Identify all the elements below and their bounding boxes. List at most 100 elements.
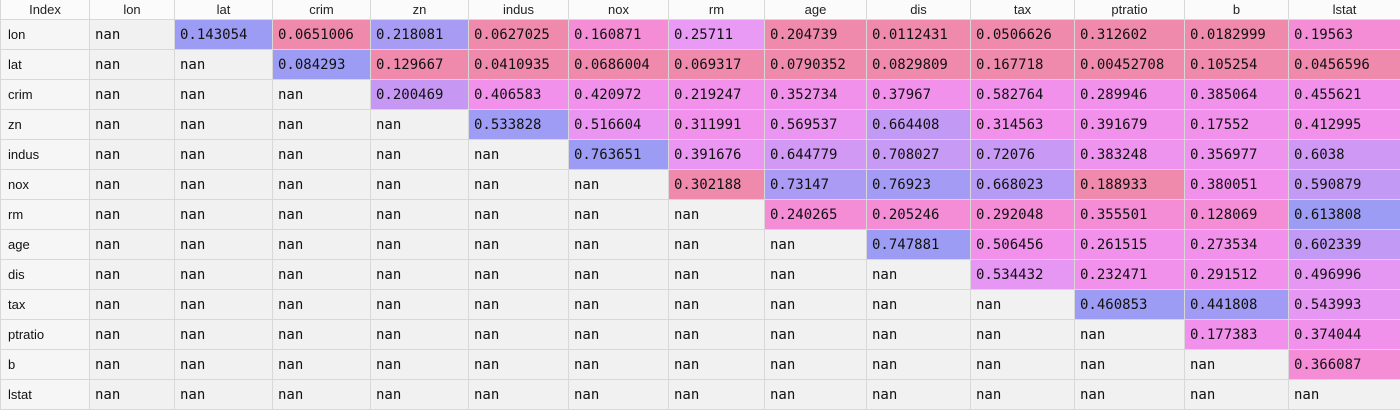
- table-cell[interactable]: 0.763651: [568, 139, 669, 170]
- table-cell[interactable]: nan: [668, 319, 765, 350]
- table-cell[interactable]: 0.441808: [1184, 289, 1289, 320]
- table-cell[interactable]: nan: [370, 229, 469, 260]
- table-cell[interactable]: 0.582764: [970, 79, 1075, 110]
- table-cell[interactable]: nan: [174, 109, 273, 140]
- table-cell[interactable]: 0.352734: [764, 79, 867, 110]
- table-cell[interactable]: nan: [272, 139, 371, 170]
- table-cell[interactable]: nan: [89, 109, 175, 140]
- table-cell[interactable]: nan: [272, 229, 371, 260]
- table-cell[interactable]: 0.374044: [1288, 319, 1400, 350]
- table-cell[interactable]: 0.0456596: [1288, 49, 1400, 80]
- table-cell[interactable]: 0.496996: [1288, 259, 1400, 290]
- table-cell[interactable]: nan: [89, 289, 175, 320]
- row-header-lat[interactable]: lat: [0, 49, 90, 80]
- table-cell[interactable]: nan: [1184, 349, 1289, 380]
- row-header-b[interactable]: b: [0, 349, 90, 380]
- table-cell[interactable]: 0.664408: [866, 109, 971, 140]
- column-header-indus[interactable]: indus: [468, 0, 569, 20]
- table-cell[interactable]: nan: [970, 379, 1075, 410]
- table-cell[interactable]: nan: [174, 229, 273, 260]
- table-cell[interactable]: 0.0790352: [764, 49, 867, 80]
- table-cell[interactable]: 0.129667: [370, 49, 469, 80]
- table-cell[interactable]: 0.380051: [1184, 169, 1289, 200]
- table-cell[interactable]: 0.17552: [1184, 109, 1289, 140]
- table-cell[interactable]: nan: [370, 259, 469, 290]
- table-cell[interactable]: nan: [272, 379, 371, 410]
- table-cell[interactable]: 0.668023: [970, 169, 1075, 200]
- table-cell[interactable]: nan: [468, 259, 569, 290]
- table-cell[interactable]: 0.312602: [1074, 19, 1185, 50]
- table-cell[interactable]: 0.291512: [1184, 259, 1289, 290]
- table-cell[interactable]: nan: [568, 169, 669, 200]
- table-cell[interactable]: nan: [568, 259, 669, 290]
- table-cell[interactable]: nan: [89, 79, 175, 110]
- table-cell[interactable]: nan: [1184, 379, 1289, 410]
- table-cell[interactable]: 0.420972: [568, 79, 669, 110]
- table-cell[interactable]: nan: [370, 169, 469, 200]
- table-cell[interactable]: 0.356977: [1184, 139, 1289, 170]
- column-header-lstat[interactable]: lstat: [1288, 0, 1400, 20]
- table-cell[interactable]: nan: [89, 259, 175, 290]
- table-cell[interactable]: nan: [468, 379, 569, 410]
- table-cell[interactable]: 0.366087: [1288, 349, 1400, 380]
- table-cell[interactable]: nan: [568, 229, 669, 260]
- table-cell[interactable]: nan: [272, 109, 371, 140]
- row-header-ptratio[interactable]: ptratio: [0, 319, 90, 350]
- table-cell[interactable]: 0.0506626: [970, 19, 1075, 50]
- column-header-b[interactable]: b: [1184, 0, 1289, 20]
- table-cell[interactable]: nan: [764, 349, 867, 380]
- table-cell[interactable]: 0.0651006: [272, 19, 371, 50]
- table-cell[interactable]: nan: [272, 349, 371, 380]
- table-cell[interactable]: nan: [468, 169, 569, 200]
- table-cell[interactable]: nan: [174, 259, 273, 290]
- column-header-tax[interactable]: tax: [970, 0, 1075, 20]
- table-cell[interactable]: 0.128069: [1184, 199, 1289, 230]
- table-cell[interactable]: nan: [468, 289, 569, 320]
- table-cell[interactable]: nan: [174, 199, 273, 230]
- column-header-crim[interactable]: crim: [272, 0, 371, 20]
- table-cell[interactable]: nan: [174, 139, 273, 170]
- table-cell[interactable]: nan: [668, 289, 765, 320]
- table-cell[interactable]: 0.534432: [970, 259, 1075, 290]
- table-cell[interactable]: nan: [468, 199, 569, 230]
- table-cell[interactable]: nan: [89, 319, 175, 350]
- table-cell[interactable]: 0.37967: [866, 79, 971, 110]
- table-cell[interactable]: nan: [89, 199, 175, 230]
- table-cell[interactable]: 0.167718: [970, 49, 1075, 80]
- table-cell[interactable]: nan: [866, 319, 971, 350]
- table-cell[interactable]: nan: [568, 379, 669, 410]
- table-cell[interactable]: 0.543993: [1288, 289, 1400, 320]
- table-cell[interactable]: 0.218081: [370, 19, 469, 50]
- table-cell[interactable]: nan: [970, 319, 1075, 350]
- table-cell[interactable]: nan: [272, 79, 371, 110]
- table-cell[interactable]: 0.0686004: [568, 49, 669, 80]
- table-cell[interactable]: 0.644779: [764, 139, 867, 170]
- table-cell[interactable]: 0.506456: [970, 229, 1075, 260]
- table-cell[interactable]: 0.613808: [1288, 199, 1400, 230]
- table-cell[interactable]: nan: [468, 229, 569, 260]
- table-cell[interactable]: 0.73147: [764, 169, 867, 200]
- table-cell[interactable]: 0.0182999: [1184, 19, 1289, 50]
- table-cell[interactable]: 0.177383: [1184, 319, 1289, 350]
- table-cell[interactable]: nan: [1074, 319, 1185, 350]
- table-cell[interactable]: 0.569537: [764, 109, 867, 140]
- table-cell[interactable]: nan: [89, 49, 175, 80]
- row-header-nox[interactable]: nox: [0, 169, 90, 200]
- table-cell[interactable]: nan: [1074, 349, 1185, 380]
- table-cell[interactable]: nan: [764, 319, 867, 350]
- table-cell[interactable]: nan: [89, 169, 175, 200]
- row-header-indus[interactable]: indus: [0, 139, 90, 170]
- table-cell[interactable]: nan: [668, 199, 765, 230]
- table-cell[interactable]: nan: [174, 79, 273, 110]
- table-cell[interactable]: nan: [668, 349, 765, 380]
- table-cell[interactable]: 0.76923: [866, 169, 971, 200]
- table-cell[interactable]: 0.355501: [1074, 199, 1185, 230]
- row-header-zn[interactable]: zn: [0, 109, 90, 140]
- table-cell[interactable]: 0.6038: [1288, 139, 1400, 170]
- table-cell[interactable]: 0.516604: [568, 109, 669, 140]
- table-cell[interactable]: 0.273534: [1184, 229, 1289, 260]
- table-cell[interactable]: nan: [568, 349, 669, 380]
- table-cell[interactable]: nan: [1074, 379, 1185, 410]
- table-cell[interactable]: 0.219247: [668, 79, 765, 110]
- row-header-lstat[interactable]: lstat: [0, 379, 90, 410]
